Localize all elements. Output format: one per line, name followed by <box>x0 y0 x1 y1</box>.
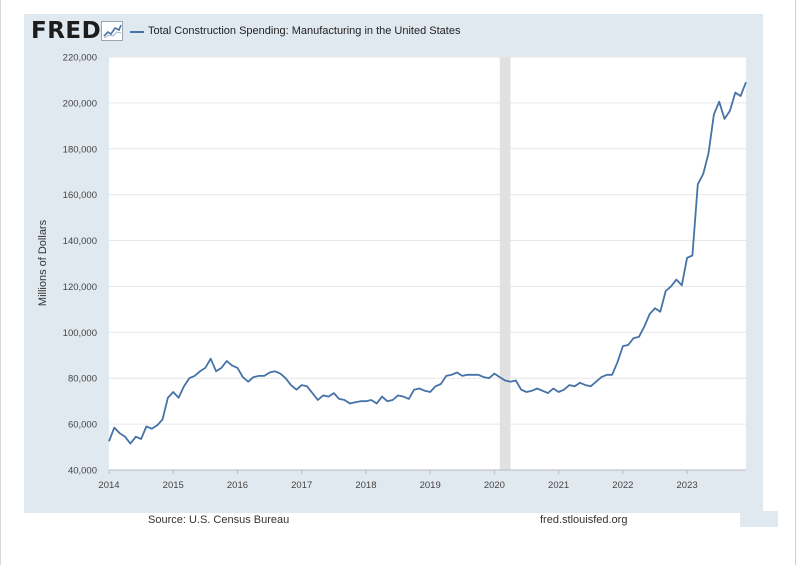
y-tick-label: 120,000 <box>63 282 97 293</box>
x-tick-label: 2020 <box>484 480 505 491</box>
y-tick-label: 80,000 <box>68 374 97 385</box>
series-line[interactable] <box>108 81 747 445</box>
line-graph-icon <box>101 21 123 41</box>
x-tick-label: 2023 <box>677 480 698 491</box>
y-axis-label: Millions of Dollars <box>37 219 49 306</box>
x-tick-label: 2018 <box>355 480 376 491</box>
right-border <box>795 0 796 565</box>
site-link[interactable]: fred.stlouisfed.org <box>540 514 628 526</box>
x-tick-label: 2015 <box>163 480 184 491</box>
x-tick-label: 2022 <box>612 480 633 491</box>
recession-shading <box>499 57 511 470</box>
plot-area <box>109 57 746 470</box>
x-tick-label: 2017 <box>291 480 312 491</box>
legend-swatch <box>130 31 144 33</box>
y-tick-label: 100,000 <box>63 328 97 339</box>
x-tick-label: 2021 <box>548 480 569 491</box>
legend-series-title: Total Construction Spending: Manufacturi… <box>148 25 461 37</box>
left-border <box>0 0 1 565</box>
y-tick-label: 200,000 <box>63 98 97 109</box>
source-note: Source: U.S. Census Bureau <box>148 514 290 526</box>
y-tick-label: 40,000 <box>68 466 97 477</box>
y-tick-label: 220,000 <box>63 53 97 64</box>
y-tick-label: 140,000 <box>63 236 97 247</box>
fred-logo[interactable]: FRED <box>31 18 102 44</box>
chart-panel-corner <box>740 511 778 527</box>
x-tick-label: 2019 <box>420 480 441 491</box>
x-tick-label: 2016 <box>227 480 248 491</box>
y-tick-label: 60,000 <box>68 420 97 431</box>
x-tick-label: 2014 <box>98 480 119 491</box>
y-tick-label: 180,000 <box>63 144 97 155</box>
y-tick-label: 160,000 <box>63 190 97 201</box>
